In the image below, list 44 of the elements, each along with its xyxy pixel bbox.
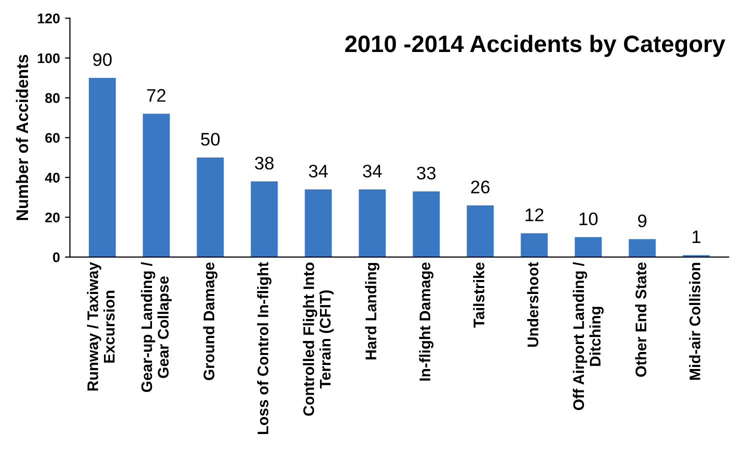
bar	[574, 237, 602, 258]
y-tick-label: 120	[38, 14, 60, 24]
data-label: 34	[308, 164, 328, 178]
bar	[142, 114, 170, 258]
bar	[520, 233, 548, 258]
x-tick-label: Other End State	[635, 262, 646, 377]
data-label: 9	[638, 214, 646, 228]
y-tick-label: 80	[45, 93, 60, 103]
text: 2010 -2014 Accidents by Category	[345, 34, 726, 58]
data-label: 12	[526, 208, 544, 222]
y-tick-label: 60	[45, 132, 60, 143]
x-tick-label: Tailstrike	[473, 262, 484, 328]
bar	[358, 189, 386, 258]
y-tick-label: 40	[44, 172, 60, 183]
bar	[628, 239, 656, 258]
y-tick-label: 100	[38, 53, 60, 64]
data-label: 26	[471, 180, 490, 194]
data-label: 34	[362, 164, 382, 178]
bar	[88, 78, 116, 258]
x-tick-label: Controlled Flight Into Terrain (CFIT)	[302, 262, 334, 416]
y-tick-label: 0	[53, 252, 60, 262]
data-label: 38	[254, 156, 274, 170]
data-label: 90	[93, 53, 112, 66]
x-tick-label: Mid-air Collision	[689, 262, 700, 380]
bar	[304, 189, 332, 258]
data-label: 50	[200, 132, 220, 146]
x-tick-label: Loss of Control In-flight	[257, 262, 272, 434]
data-label: 10	[580, 212, 598, 226]
bar	[250, 181, 278, 258]
x-tick-label: In-flight Damage	[419, 262, 434, 381]
x-tick-label: Hard Landing	[365, 262, 380, 360]
bar	[466, 205, 494, 258]
bar	[412, 191, 440, 258]
x-tick-label: Gear-up Landing / Gear Collapse	[140, 262, 172, 392]
x-tick-label: Ground Damage	[203, 262, 218, 380]
y-tick-label: 20	[45, 212, 60, 222]
data-label: 33	[416, 166, 436, 180]
x-tick-label: Off Airport Landing / Ditching	[572, 262, 604, 410]
x-tick-label: Undershoot	[527, 262, 538, 347]
data-label: 1	[692, 230, 700, 244]
y-axis-title: Number of Accidents	[16, 54, 28, 220]
x-tick-label: Runway / Taxiway Excursion	[86, 262, 115, 391]
bar	[196, 158, 224, 258]
data-label: 72	[147, 89, 166, 102]
